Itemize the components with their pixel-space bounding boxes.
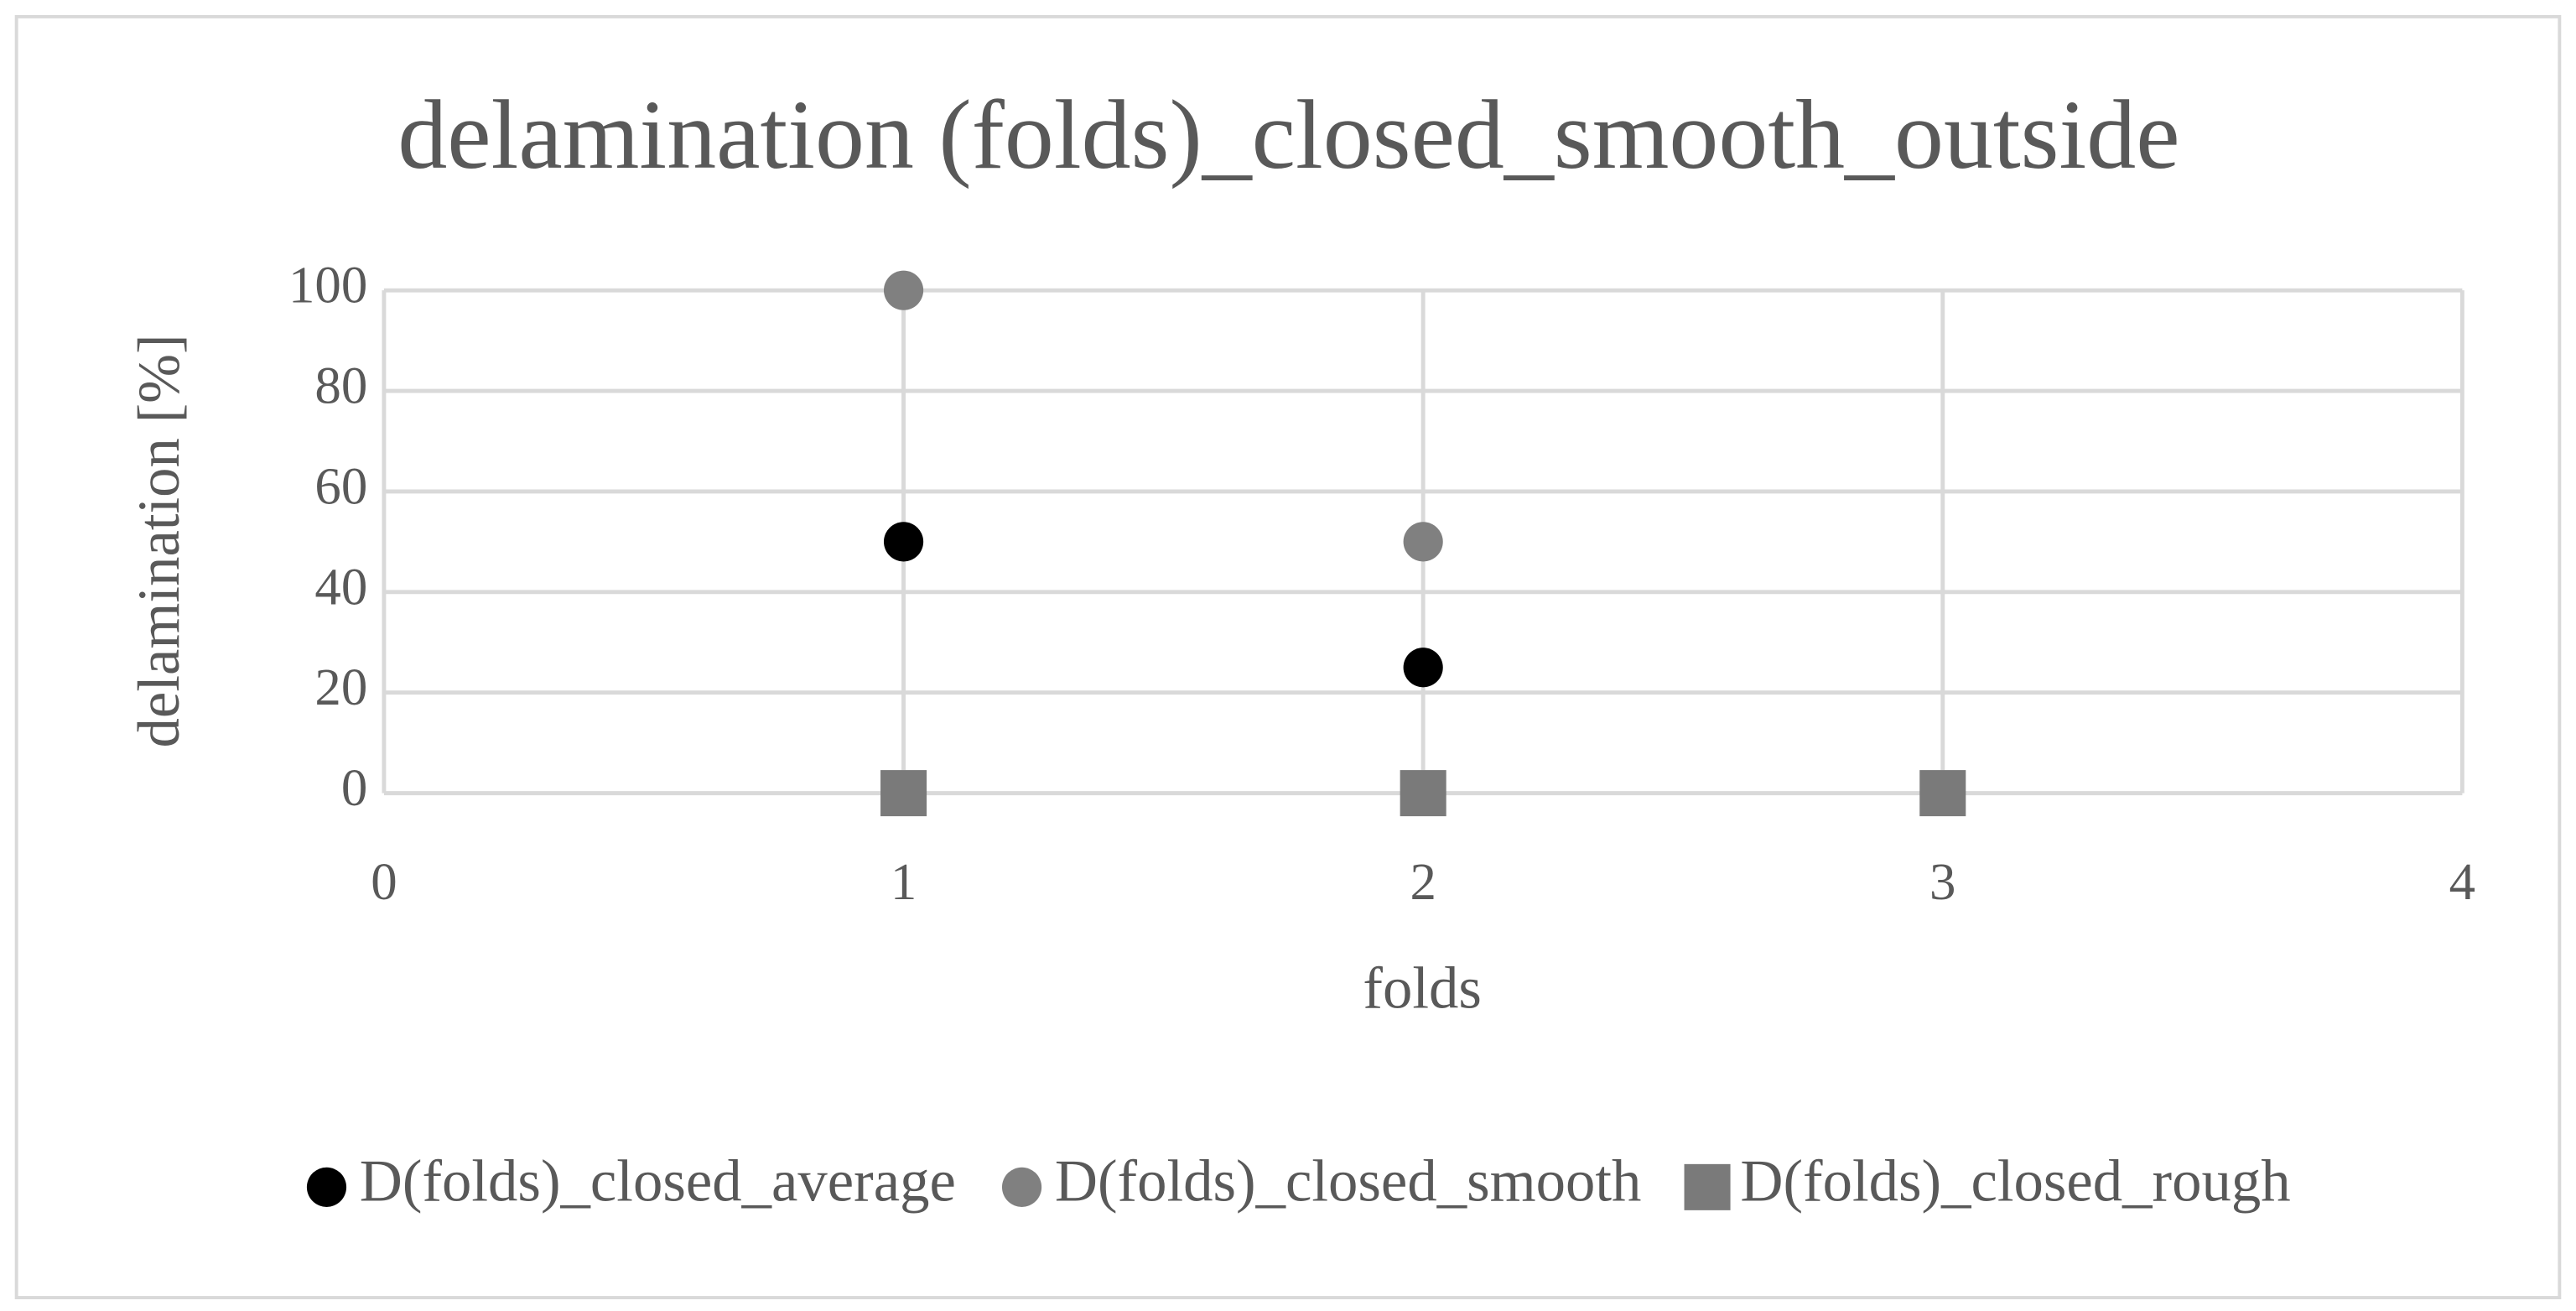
legend-label: D(folds)_closed_smooth	[1055, 1149, 1642, 1215]
grid: 0 20 40 60 80 100 0 1 2 3 4	[288, 256, 2475, 911]
x-tick-label: 3	[1929, 852, 1955, 911]
legend-item: D(folds)_closed_average	[306, 1149, 956, 1215]
y-tick-label: 20	[314, 658, 367, 716]
x-tick-label: 2	[1410, 852, 1436, 911]
marker	[883, 522, 924, 562]
y-tick-label: 0	[341, 758, 367, 817]
legend-label: D(folds)_closed_rough	[1740, 1149, 2290, 1215]
y-tick-label: 60	[314, 456, 367, 515]
y-tick-label: 100	[288, 256, 367, 315]
y-tick-label: 80	[314, 356, 367, 414]
x-tick-label: 4	[2449, 852, 2475, 911]
x-axis-title: folds	[1363, 956, 1482, 1022]
marks	[880, 270, 1966, 817]
marker	[1403, 648, 1443, 688]
legend-marker	[1001, 1167, 1042, 1207]
legend-item: D(folds)_closed_smooth	[1001, 1149, 1642, 1215]
legend-marker	[306, 1167, 347, 1207]
legend-item: D(folds)_closed_rough	[1684, 1149, 2291, 1215]
marker	[880, 770, 927, 817]
legend-marker	[1684, 1163, 1731, 1210]
marker	[883, 270, 924, 310]
x-tick-label: 0	[371, 852, 397, 911]
legend-label: D(folds)_closed_average	[360, 1149, 956, 1215]
marker	[1400, 770, 1446, 817]
legend: D(folds)_closed_average D(folds)_closed_s…	[306, 1149, 2291, 1215]
y-axis-title: delamination [%]	[127, 334, 192, 747]
chart-border	[14, 14, 2562, 1300]
chart-title: delamination (folds)_closed_smooth_outsi…	[397, 80, 2179, 190]
marker	[1919, 770, 1966, 817]
x-tick-label: 1	[891, 852, 917, 911]
marker	[1403, 522, 1443, 562]
y-tick-label: 40	[314, 557, 367, 616]
